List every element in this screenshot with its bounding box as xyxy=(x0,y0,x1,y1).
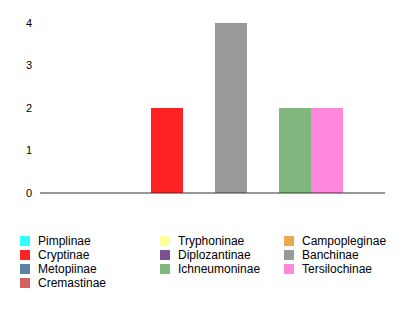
svg-text:0: 0 xyxy=(26,187,32,199)
html-text:Metopiinae: Metopiinae xyxy=(38,261,97,276)
html-text:Diplozantinae: Diplozantinae xyxy=(178,247,251,262)
svg-text:1: 1 xyxy=(26,144,32,156)
html-text:Tersilochinae: Tersilochinae xyxy=(302,261,372,276)
html-text:Cryptinae: Cryptinae xyxy=(38,247,90,262)
svg-text:2: 2 xyxy=(26,102,32,114)
html-text:Pimplinae: Pimplinae xyxy=(38,233,91,248)
html-text:Ichneumoninae: Ichneumoninae xyxy=(178,261,261,276)
html-text:Tryphoninae: Tryphoninae xyxy=(178,233,245,248)
html-text:Cremastinae: Cremastinae xyxy=(38,275,106,290)
svg-text:4: 4 xyxy=(26,17,32,29)
html-text:Banchinae: Banchinae xyxy=(302,247,359,262)
html-text:Campopleginae: Campopleginae xyxy=(302,233,387,248)
svg-text:3: 3 xyxy=(26,59,32,71)
